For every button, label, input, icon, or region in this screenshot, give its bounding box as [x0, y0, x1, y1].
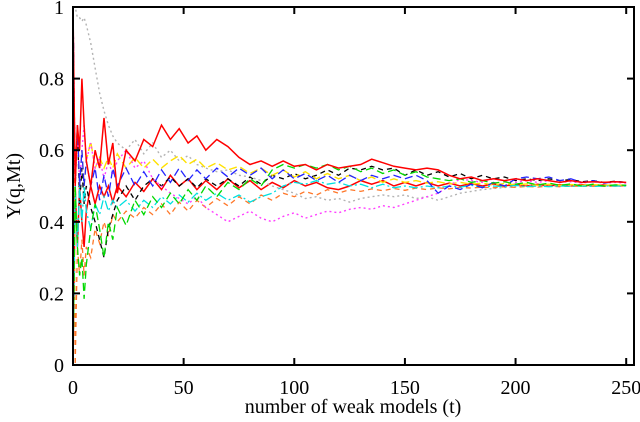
y-tick-label: 0.8: [39, 69, 64, 91]
axis-tick-labels: 0 50 100 150 200 250 0 0.2 0.4 0.6 0.8 1: [39, 0, 640, 399]
series-line-run-6: [73, 125, 627, 365]
y-tick-label: 0.4: [39, 212, 64, 234]
axis-ticks: [72, 6, 634, 366]
y-tick-label: 1: [54, 0, 64, 19]
series-line-run-4: [73, 7, 627, 223]
series-line-run-5: [73, 179, 627, 365]
x-tick-label: 200: [501, 377, 531, 399]
series-line-run-2: [73, 163, 627, 365]
x-tick-label: 150: [390, 377, 420, 399]
y-axis-label: Y(q,Mt): [3, 153, 25, 219]
series-line-run-9: [73, 7, 627, 203]
series-line-run-1: [73, 7, 627, 194]
x-tick-label: 50: [174, 377, 194, 399]
x-tick-label: 250: [611, 377, 640, 399]
series-line-run-3: [73, 7, 627, 201]
series-line-run-8: [73, 7, 627, 365]
x-axis-label: number of weak models (t): [245, 396, 462, 418]
y-tick-label: 0.6: [39, 140, 64, 162]
plot-frame: [72, 6, 635, 366]
series-lines: [73, 7, 627, 365]
x-tick-label: 0: [68, 377, 78, 399]
y-tick-label: 0: [54, 355, 64, 377]
series-line-run-7: [73, 7, 627, 258]
x-tick-label: 100: [279, 377, 309, 399]
y-tick-label: 0.2: [39, 283, 64, 305]
